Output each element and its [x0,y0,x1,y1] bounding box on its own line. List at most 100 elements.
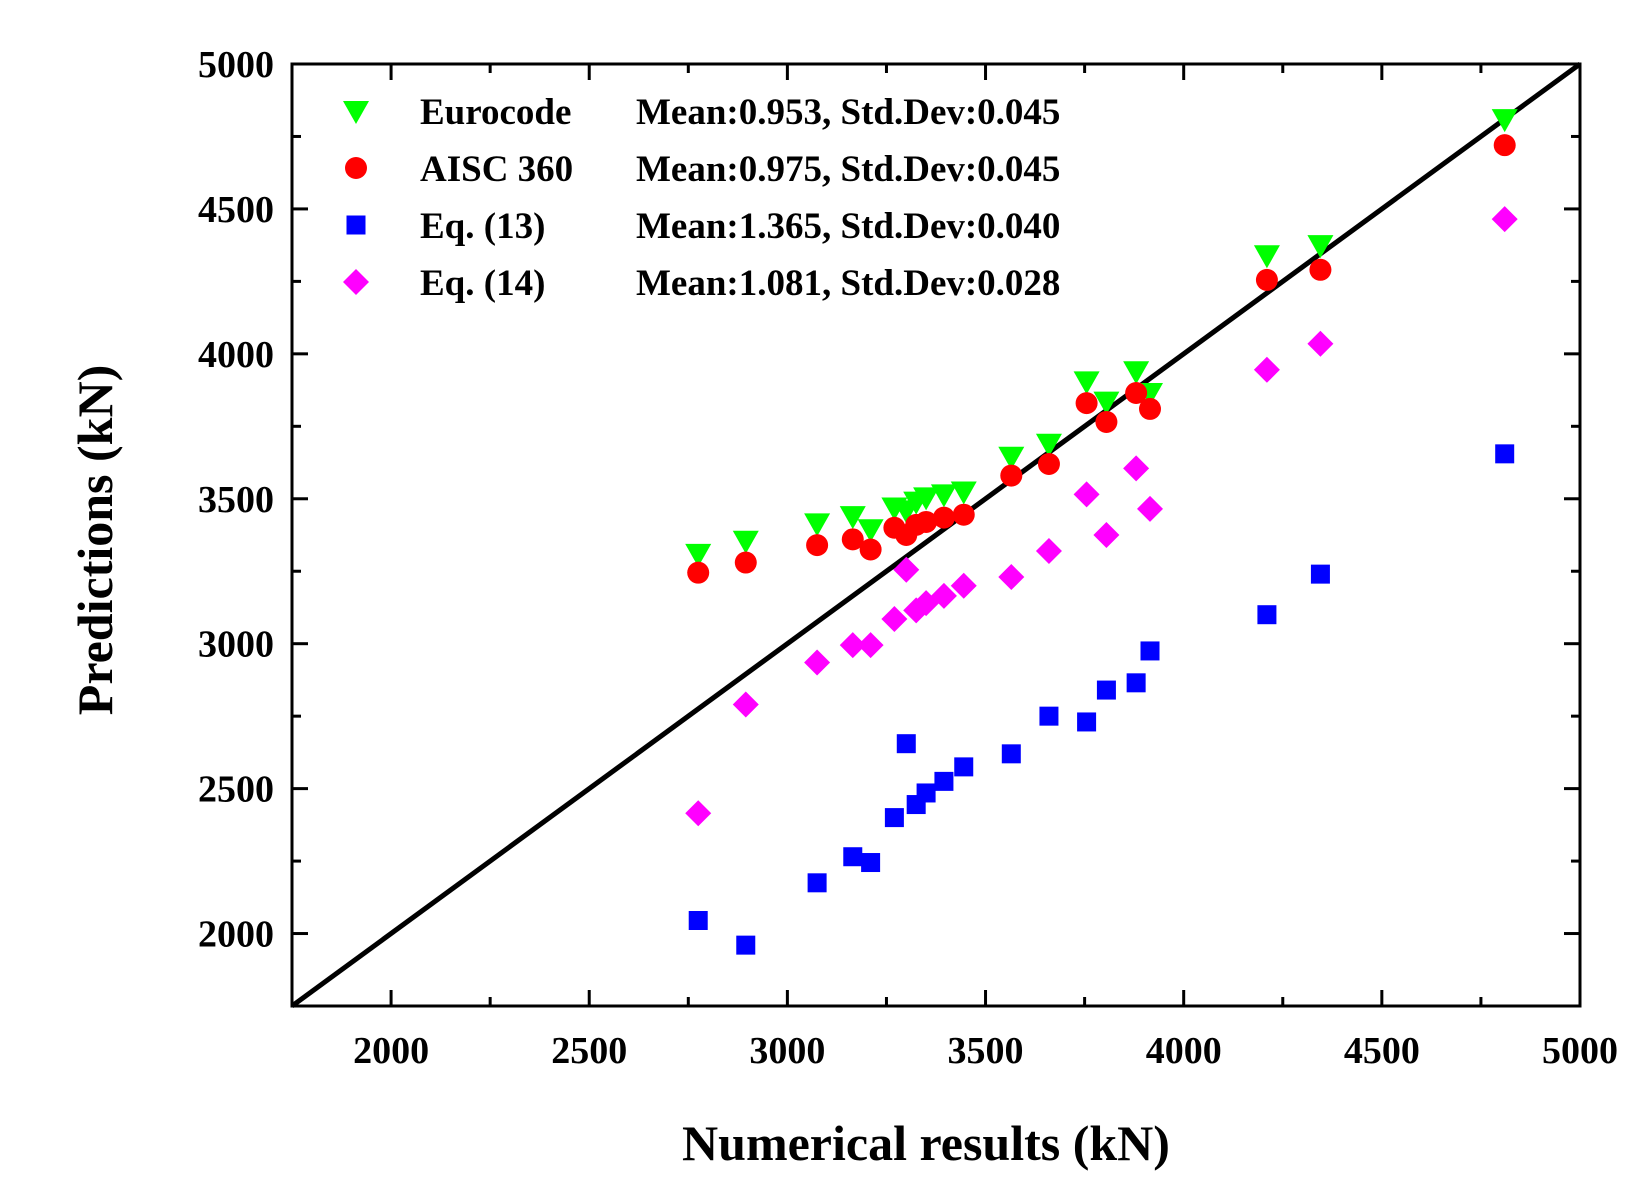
legend-stats-eq-13: Mean:1.365, Std.Dev:0.040 [636,206,1060,247]
point-eq-14 [930,582,957,609]
point-eq-14 [1307,330,1334,357]
point-eurocode [1073,371,1100,395]
point-eq-13 [934,771,954,791]
point-aisc-360 [1037,452,1060,475]
point-eq-13 [1257,605,1277,625]
point-eq-13 [1096,680,1116,700]
point-eq-14 [1093,522,1120,548]
point-eq-13 [916,783,936,803]
point-aisc-360 [1255,268,1278,291]
point-eq-14 [685,800,712,827]
point-eq-13 [736,935,756,955]
point-eq-13 [1077,712,1097,732]
point-eq-14 [804,649,831,676]
point-eurocode [1093,391,1120,415]
point-eurocode [930,484,957,508]
point-eurocode [804,513,831,537]
point-eurocode [913,487,940,511]
point-eq-13 [688,910,708,930]
point-eq-13 [1495,444,1515,464]
data-points [685,109,1518,955]
legend-marker-eurocode [343,101,369,124]
point-eq-13 [1126,673,1146,693]
legend-marker-eq-13 [346,215,366,235]
y-tick-label: 2500 [198,769,274,811]
y-tick-label: 3500 [198,479,274,521]
x-tick-label: 3500 [948,1030,1024,1072]
point-eq-13 [1001,744,1021,764]
point-eq-14 [1035,537,1062,564]
plot-frame [290,62,1582,1008]
point-aisc-360 [859,538,882,561]
point-eurocode [1491,109,1518,133]
legend-marker-eq-14 [343,269,369,295]
point-eq-14 [839,632,866,659]
point-eq-13 [861,853,881,873]
point-aisc-360 [1309,258,1332,281]
point-eq-14 [998,564,1025,591]
legend-label-aisc-360: AISC 360 [420,149,573,190]
point-eq-13 [954,757,974,777]
point-eurocode [857,519,884,543]
legend-stats-aisc-360: Mean:0.975, Std.Dev:0.045 [636,149,1060,190]
y-tick-label: 4000 [198,334,274,376]
point-eq-14 [893,556,920,583]
y-tick-label: 4500 [198,189,274,231]
point-aisc-360 [1000,464,1023,487]
legend-stats-eq-14: Mean:1.081, Std.Dev:0.028 [636,263,1060,304]
point-eurocode [950,481,977,505]
point-aisc-360 [915,510,938,533]
point-eq-13 [1039,706,1059,726]
point-eurocode [1253,245,1280,269]
point-eq-13 [896,734,916,754]
point-eq-13 [807,873,827,893]
point-aisc-360 [1493,134,1516,157]
legend-marker-aisc-360 [345,157,367,179]
point-eq-14 [1123,455,1150,482]
x-tick-label: 4000 [1146,1030,1222,1072]
point-eq-13 [1140,641,1160,661]
point-aisc-360 [806,534,829,557]
point-aisc-360 [1075,392,1098,415]
point-eurocode [1307,235,1334,259]
identity-reference-line [290,61,1582,1009]
x-tick-label: 5000 [1542,1030,1618,1072]
point-aisc-360 [952,503,975,526]
legend-label-eq-13: Eq. (13) [420,206,545,247]
point-eq-14 [857,632,884,659]
legend: Eurocode Mean:0.953, Std.Dev:0.045 AISC 36… [343,92,1060,304]
y-tick-label: 2000 [198,914,274,956]
x-tick-label: 4500 [1344,1030,1420,1072]
y-tick-label: 3000 [198,624,274,666]
point-eurocode [1123,361,1150,385]
point-aisc-360 [1095,410,1118,433]
point-eq-14 [950,572,977,599]
point-eq-14 [732,691,759,718]
point-eq-13 [1310,564,1330,584]
point-eq-14 [881,606,908,633]
tick-labels: 2000 2500 3000 3500 4000 4500 5000 2000 2500 3000… [198,44,1618,1072]
x-axis-title: Numerical results (kN) [682,1115,1170,1171]
x-tick-label: 3000 [749,1030,825,1072]
point-eq-13 [843,847,863,867]
point-aisc-360 [1125,381,1148,404]
legend-label-eq-14: Eq. (14) [420,263,545,304]
x-tick-label: 2500 [551,1030,627,1072]
point-aisc-360 [841,528,864,551]
point-aisc-360 [687,561,710,584]
legend-label-eurocode: Eurocode [420,92,571,133]
point-aisc-360 [734,551,757,574]
point-eurocode [685,543,712,567]
point-aisc-360 [932,506,955,529]
legend-stats-eurocode: Mean:0.953, Std.Dev:0.045 [636,92,1060,133]
point-eurocode [732,530,759,554]
point-eq-14 [1073,481,1100,508]
point-eq-13 [884,808,904,828]
point-eurocode [1035,433,1062,457]
x-tick-label: 2000 [353,1030,429,1072]
point-eurocode [998,446,1025,470]
point-eurocode [839,506,866,530]
point-eq-14 [1491,206,1518,233]
point-eq-14 [1253,356,1280,383]
